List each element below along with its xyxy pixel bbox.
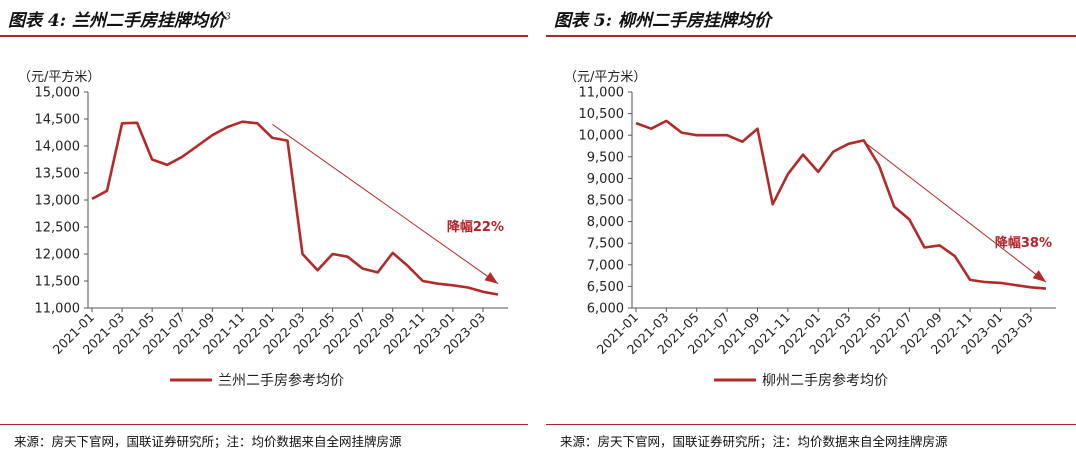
- y-tick-label: 6,500: [587, 280, 624, 295]
- source-divider: [0, 424, 528, 425]
- legend-label: 兰州二手房参考均价: [218, 372, 344, 389]
- y-axis-unit: （元/平方米）: [564, 70, 647, 85]
- y-tick-label: 7,000: [587, 258, 624, 273]
- y-tick-label: 8,500: [587, 194, 624, 209]
- footnote-marker: 3: [224, 12, 231, 23]
- figure-title: 图表 4: 兰州二手房挂牌均价3: [8, 11, 231, 31]
- y-tick-label: 10,500: [579, 107, 625, 122]
- y-tick-label: 10,000: [579, 129, 625, 144]
- y-tick-label: 12,500: [35, 221, 81, 236]
- y-tick-label: 8,000: [587, 215, 624, 230]
- series-line: [635, 119, 1047, 290]
- source-note: 来源：房天下官网，国联证券研究所；注：均价数据来自全网挂牌房源: [560, 434, 948, 449]
- y-tick-label: 13,000: [35, 194, 81, 209]
- title-divider: [0, 35, 528, 37]
- y-tick-label: 9,000: [587, 172, 624, 187]
- figure-title: 图表 5: 柳州二手房挂牌均价: [554, 11, 771, 31]
- y-tick-label: 11,000: [579, 86, 625, 101]
- trend-arrow-line: [863, 141, 1047, 283]
- y-tick-label: 13,500: [35, 167, 81, 182]
- y-tick-label: 9,500: [587, 150, 624, 165]
- trend-arrow-line: [272, 123, 499, 285]
- source-divider: [546, 424, 1076, 425]
- y-tick-label: 14,500: [35, 113, 81, 128]
- line-chart: 6,000 6,500 7,000 7,500 8,000 8,500 9,000 9,500…: [579, 86, 1056, 389]
- y-tick-label: 6,000: [587, 302, 624, 317]
- chart-panel-lanzhou: 图表 4: 兰州二手房挂牌均价3 （元/平方米） 11,000 11,500 12,…: [0, 0, 528, 453]
- trend-arrow-head: [1032, 270, 1046, 283]
- y-tick-label: 11,500: [35, 275, 81, 290]
- trend-arrow-head: [484, 272, 498, 284]
- series-line: [91, 120, 499, 296]
- y-tick-label: 14,000: [35, 140, 81, 155]
- source-note: 来源：房天下官网，国联证券研究所；注：均价数据来自全网挂牌房源: [14, 434, 402, 449]
- y-axis-unit: （元/平方米）: [18, 70, 101, 85]
- legend-label: 柳州二手房参考均价: [762, 372, 888, 389]
- y-tick-label: 12,000: [35, 248, 81, 263]
- y-tick-label: 7,500: [587, 237, 624, 252]
- line-chart: 11,000 11,500 12,000 12,500 13,000 13,500 14,0…: [35, 86, 508, 389]
- y-tick-label: 15,000: [35, 86, 81, 101]
- chart-panel-liuzhou: 图表 5: 柳州二手房挂牌均价 （元/平方米） 6,000 6,500 7,000 7…: [546, 0, 1076, 453]
- decline-annotation: 降幅22%: [447, 219, 504, 235]
- title-divider: [546, 35, 1076, 37]
- decline-annotation: 降幅38%: [995, 235, 1052, 251]
- y-tick-label: 11,000: [35, 302, 81, 317]
